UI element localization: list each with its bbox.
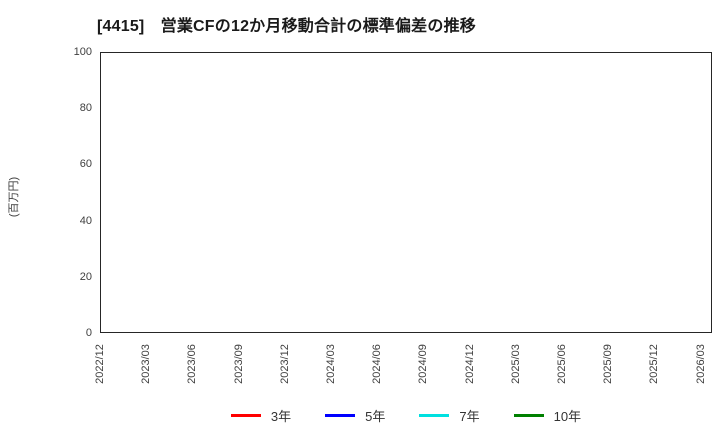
legend-item-3年: 3年 <box>230 406 292 425</box>
legend-line-swatch <box>230 413 261 417</box>
chart-title: [4415] 営業CFの12か月移動合計の標準偏差の推移 <box>97 18 476 35</box>
y-axis-label: (百万円) <box>8 176 20 218</box>
x-tick-label: 2024/09 <box>417 344 430 384</box>
legend-item-7年: 7年 <box>419 406 480 425</box>
legend-line-swatch <box>419 413 450 417</box>
x-tick-label: 2025/12 <box>648 344 661 384</box>
legend-item-5年: 5年 <box>325 406 385 425</box>
x-tick-label: 2023/09 <box>232 344 245 384</box>
y-tick-label: 60 <box>79 158 92 171</box>
legend-line-swatch <box>513 413 544 417</box>
x-tick-label: 2022/12 <box>94 344 106 384</box>
x-tick-label: 2023/03 <box>140 344 153 384</box>
legend: 3年 5年 7年 10年 <box>100 403 712 427</box>
legend-label: 7年 <box>459 408 480 424</box>
x-tick-label: 2023/06 <box>186 344 199 384</box>
legend-item-10年: 10年 <box>513 406 582 425</box>
y-tick-label: 40 <box>79 214 92 227</box>
legend-label: 3年 <box>270 408 292 424</box>
legend-label: 10年 <box>553 408 582 424</box>
x-tick-label: 2025/03 <box>509 344 522 384</box>
y-tick-label: 100 <box>73 46 92 58</box>
x-tick-label: 2024/03 <box>324 344 337 384</box>
y-tick-label: 80 <box>79 102 92 115</box>
y-tick-label: 0 <box>85 327 92 339</box>
x-tick-label: 2025/06 <box>555 344 568 384</box>
x-tick-label: 2025/09 <box>602 344 615 384</box>
x-tick-label: 2024/06 <box>371 344 384 384</box>
x-tick-label: 2024/12 <box>463 344 476 384</box>
x-tick-label: 2023/12 <box>278 344 291 384</box>
x-tick-label: 2026/03 <box>694 344 707 384</box>
legend-label: 5年 <box>365 408 386 424</box>
y-tick-label: 20 <box>79 270 92 283</box>
legend-line-swatch <box>325 413 356 417</box>
plot-area <box>100 52 712 333</box>
